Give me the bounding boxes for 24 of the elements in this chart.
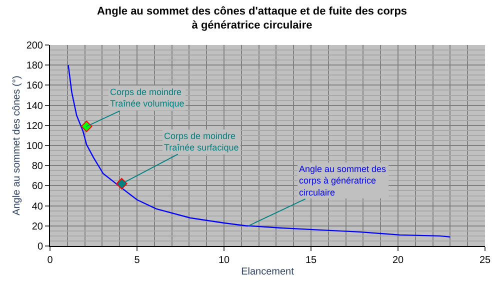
x-tick-label: 5 <box>134 255 140 266</box>
line-series <box>68 64 451 238</box>
y-tick-label: 0 <box>37 242 44 252</box>
x-axis-title: Elancement <box>241 266 294 278</box>
y-tick-label: 200 <box>26 40 44 52</box>
x-tick-label: 20 <box>392 255 404 266</box>
x-tick-label: 25 <box>479 255 491 266</box>
annotation: Angle au sommet des corps à génératrice circulaire <box>299 164 387 198</box>
y-tick-label: 40 <box>32 201 44 212</box>
y-tick-label: 60 <box>32 181 44 192</box>
y-tick-label: 100 <box>26 141 44 152</box>
y-axis-title: Angle au sommet des cônes (°) <box>11 76 22 216</box>
x-tick-label: 0 <box>47 255 54 266</box>
x-tick-label: 15 <box>305 255 317 266</box>
y-tick-label: 180 <box>26 60 44 72</box>
chart-title: Angle au sommet des cônes d'attaque et de fuite des corps à génératrice circulaire <box>96 5 408 32</box>
x-tick-label: 10 <box>218 255 230 266</box>
y-tick-label: 160 <box>26 80 44 92</box>
annotation: Corps de moindre Traînée surfacique <box>164 131 239 153</box>
y-tick-label: 20 <box>32 221 44 232</box>
y-tick-label: 80 <box>32 161 44 172</box>
y-tick-label: 120 <box>26 120 44 132</box>
y-tick-label: 140 <box>26 100 44 112</box>
annotation: Corps de moindre Traînée volumique <box>110 87 184 109</box>
